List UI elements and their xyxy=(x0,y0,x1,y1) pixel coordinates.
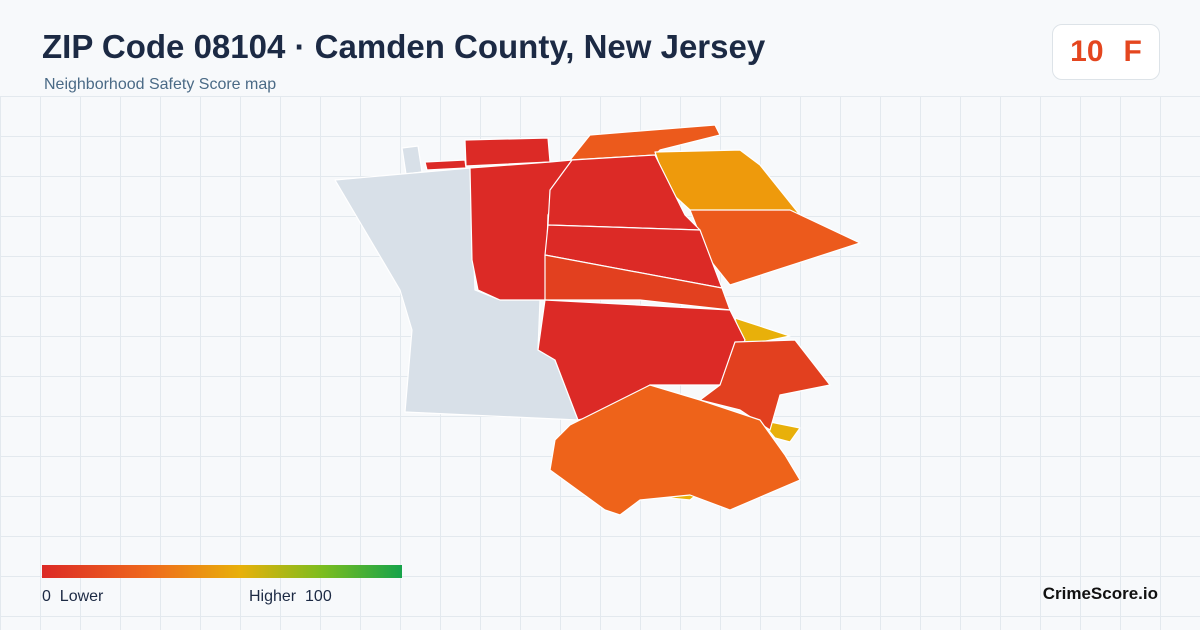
score-value: 10 xyxy=(1070,35,1104,68)
subtitle: Neighborhood Safety Score map xyxy=(44,76,277,93)
region xyxy=(464,137,551,167)
legend-max-value: 100 xyxy=(305,588,332,605)
region xyxy=(549,384,801,516)
brand: CrimeScore.io xyxy=(1042,584,1158,603)
legend-min-label: Lower xyxy=(59,588,104,605)
score-grade: F xyxy=(1123,35,1142,68)
legend-min: 0 Lower xyxy=(42,588,103,606)
legend-min-value: 0 xyxy=(42,588,51,605)
region xyxy=(401,145,423,175)
legend-max-label: Higher xyxy=(249,588,297,605)
region xyxy=(544,254,731,311)
score-badge: 10 F xyxy=(1052,24,1160,80)
legend-max: Higher 100 xyxy=(249,588,332,606)
region xyxy=(699,339,831,431)
title: ZIP Code 08104 · Camden County, New Jers… xyxy=(42,28,766,65)
legend-bar xyxy=(42,565,402,578)
region xyxy=(424,159,467,171)
header: ZIP Code 08104 · Camden County, New Jers… xyxy=(0,0,1200,96)
